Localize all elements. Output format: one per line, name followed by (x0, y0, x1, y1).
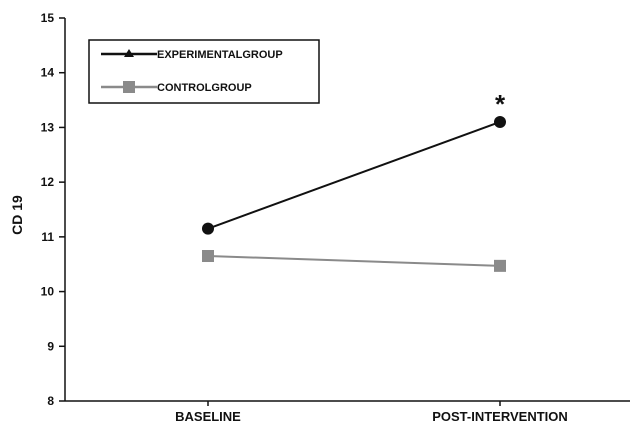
y-tick-label: 11 (41, 230, 54, 244)
data-point (202, 222, 214, 235)
triangle-marker-icon (124, 49, 134, 57)
annotation-layer: * (495, 89, 506, 119)
y-tick-label: 9 (47, 339, 54, 353)
x-categories: BASELINE POST-INTERVENTION (175, 401, 568, 424)
y-tick-label: 13 (41, 120, 55, 134)
series-line-1 (207, 255, 501, 267)
y-tick-label: 14 (41, 66, 55, 80)
data-point (494, 115, 506, 128)
data-point (202, 250, 214, 263)
series-layer (202, 115, 506, 272)
x-category-label: POST-INTERVENTION (432, 409, 568, 424)
legend-label-experimental: EXPERIMENTALGROUP (157, 49, 283, 61)
significance-asterisk: * (495, 89, 506, 119)
y-tick-label: 15 (41, 11, 55, 25)
y-tick-label: 8 (47, 394, 54, 408)
legend-label-control: CONTROLGROUP (157, 82, 252, 94)
y-axis-title: CD 19 (9, 195, 25, 235)
y-tick-label: 12 (41, 175, 55, 189)
y-tick-label: 10 (41, 285, 55, 299)
series-line-0 (207, 121, 501, 230)
x-category-label: BASELINE (175, 409, 241, 424)
data-point (494, 259, 506, 272)
legend: EXPERIMENTALGROUP CONTROLGROUP (88, 39, 320, 104)
y-ticks: 8 9 10 11 12 13 14 15 (41, 11, 65, 408)
square-marker-icon (123, 81, 135, 93)
